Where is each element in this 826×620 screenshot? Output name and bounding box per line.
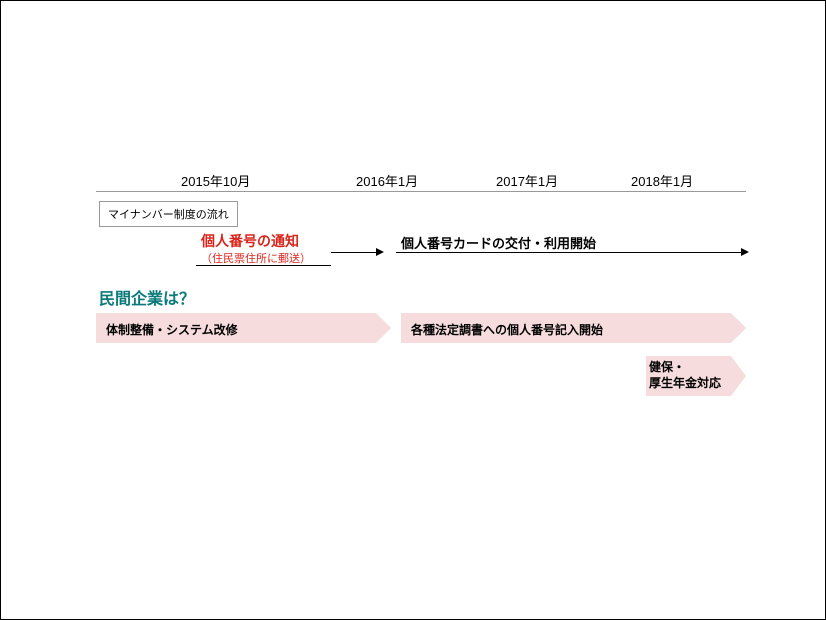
bar-form-entry-text: 各種法定調書への個人番号記入開始 <box>411 321 603 338</box>
date-2018-01: 2018年1月 <box>631 171 693 190</box>
bar-system-prep-text: 体制整備・システム改修 <box>106 321 238 338</box>
bar-insurance-line1: 健保・ <box>649 360 685 374</box>
timeline-canvas: 2015年10月 2016年1月 2017年1月 2018年1月 マイナンバー制… <box>1 1 825 619</box>
card-label: 個人番号カードの交付・利用開始 <box>401 233 596 252</box>
notice-title: 個人番号の通知 <box>201 231 299 251</box>
notice-arrow-line <box>331 252 376 253</box>
bar-insurance-text: 健保・ 厚生年金対応 <box>649 360 721 391</box>
bar-insurance-line2: 厚生年金対応 <box>649 376 721 390</box>
card-arrow-line <box>396 252 741 253</box>
date-2015-10: 2015年10月 <box>181 171 250 190</box>
section-title-box: マイナンバー制度の流れ <box>99 201 238 227</box>
private-sector-heading: 民間企業は？ <box>99 285 195 309</box>
notice-arrow-head <box>376 248 384 256</box>
date-2016-01: 2016年1月 <box>356 171 418 190</box>
notice-subtitle: （住民票住所に郵送） <box>201 250 311 266</box>
date-2017-01: 2017年1月 <box>496 171 558 190</box>
card-arrow-head <box>741 248 749 256</box>
timeline-axis <box>96 191 746 192</box>
notice-underline <box>196 265 331 266</box>
